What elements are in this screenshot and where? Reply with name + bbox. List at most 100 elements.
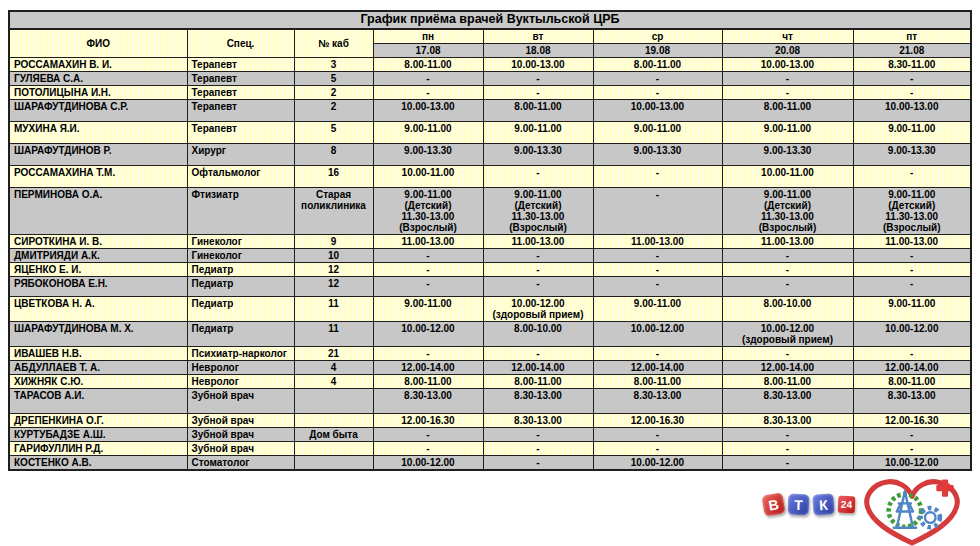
schedule-cell: 9.00-11.00 [853,121,971,143]
doctor-specialty: Стоматолог [187,455,294,470]
vtk24-logo: В Т К 24 [763,494,855,515]
schedule-cell: - [593,248,722,262]
schedule-cell: 12.00-14.00 [373,360,483,374]
room-number: 12 [294,262,373,276]
doctor-name: ЦВЕТКОВА Н. А. [9,296,187,321]
schedule-cell: 8.00-11.00 [722,374,853,388]
schedule-cell: 9.00-11.00 (Детский) 11.30-13.00 (Взросл… [373,187,483,234]
gear-icon [921,508,940,527]
schedule-cell: - [483,85,593,99]
schedule-cell: 10.00-13.00 [483,57,593,71]
schedule-cell: - [722,427,853,441]
room-number: 2 [294,85,373,99]
vtk-letter-tile: К [812,493,834,515]
column-header-wed: ср [593,29,722,44]
doctor-specialty: Фтизиатр [187,187,294,234]
schedule-cell: 10.00-12.00 [593,321,722,346]
doctor-name: ШАРАФУТДИНОВ Р. [9,143,187,165]
schedule-cell: - [483,71,593,85]
schedule-cell: 8.00-11.00 [722,99,853,121]
table-row: АБДУЛЛАЕВ Т. А.Невролог412.00-14.0012.00… [9,360,971,374]
doctors-schedule-table: График приёма врачей Вуктыльской ЦРБ ФИО… [8,10,972,471]
room-number [294,455,373,470]
doctor-specialty: Гинеколог [187,248,294,262]
schedule-cell: 9.00-11.00 (Детский) 11.30-13.00 (Взросл… [853,187,971,234]
room-number: Старая поликлиника [294,187,373,234]
table-row: РОССАМАХИНА Т.М.Офтальмолог1610.00-11.00… [9,165,971,187]
schedule-cell: 8.00-10.00 [722,296,853,321]
vtk-letter-tile: В [761,492,785,516]
schedule-cell: - [853,441,971,455]
schedule-cell: 8.00-11.00 [593,374,722,388]
schedule-cell: 9.00-11.00 [853,296,971,321]
room-number: 9 [294,234,373,248]
schedule-cell: - [483,262,593,276]
schedule-cell: 8.00-11.00 [853,374,971,388]
schedule-cell: 10.00-11.00 [373,165,483,187]
room-number [294,388,373,413]
doctor-specialty: Зубной врач [187,413,294,427]
room-number: 2 [294,99,373,121]
doctor-specialty: Терапевт [187,99,294,121]
schedule-cell: - [483,427,593,441]
schedule-cell: 10.00-12.00 [853,455,971,470]
schedule-cell: 9.00-11.00 [722,121,853,143]
header-row-days: ФИО Спец. № каб пн вт ср чт пт [9,29,971,44]
room-number: Дом быта [294,427,373,441]
schedule-cell: 10.00-12.00 (здоровый прием) [722,321,853,346]
room-number [294,441,373,455]
room-number [294,413,373,427]
schedule-cell: - [483,165,593,187]
doctor-specialty: Невролог [187,374,294,388]
schedule-cell: 11.00-13.00 [373,234,483,248]
doctor-name: ГУЛЯЕВА С.А. [9,71,187,85]
schedule-cell: 12.00-14.00 [722,360,853,374]
schedule-cell: 8.30-13.00 [853,388,971,413]
room-number: 11 [294,321,373,346]
vtk-24-badge: 24 [838,496,856,514]
schedule-cell: - [373,262,483,276]
column-header-thu: чт [722,29,853,44]
doctor-name: ТАРАСОВ А.И. [9,388,187,413]
doctor-name: ХИЖНЯК С.Ю. [9,374,187,388]
schedule-cell: - [853,85,971,99]
doctor-specialty: Хирург [187,143,294,165]
schedule-cell: 9.00-11.00 (Детский) 11.30-13.00 (Взросл… [483,187,593,234]
doctor-name: ЯЦЕНКО Е. И. [9,262,187,276]
table-row: ХИЖНЯК С.Ю.Невролог48.00-11.008.00-11.00… [9,374,971,388]
schedule-cell: 9.00-11.00 [593,296,722,321]
room-number: 3 [294,57,373,71]
schedule-cell: 8.00-11.00 [483,99,593,121]
schedule-cell: - [373,248,483,262]
schedule-cell: 10.00-11.00 [722,165,853,187]
schedule-cell: 9.00-13.30 [722,143,853,165]
vtk-letter-tile: Т [788,494,810,516]
schedule-cell: 10.00-12.00 [853,321,971,346]
doctor-specialty: Невролог [187,360,294,374]
doctor-name: ДМИТРИЯДИ А.К. [9,248,187,262]
schedule-cell: 10.00-12.00 [593,455,722,470]
schedule-cell: - [722,262,853,276]
schedule-cell: 9.00-13.30 [853,143,971,165]
doctor-name: ШАРАФУТДИНОВА М. Х. [9,321,187,346]
table-row: ДМИТРИЯДИ А.К.Гинеколог10----- [9,248,971,262]
table-row: ШАРАФУТДИНОВА М. Х.Педиатр1110.00-12.008… [9,321,971,346]
room-number: 16 [294,165,373,187]
schedule-cell: 8.00-11.00 [593,57,722,71]
room-number: 5 [294,121,373,143]
schedule-cell: 8.30-13.00 [373,388,483,413]
table-row: ГУЛЯЕВА С.А.Терапевт5----- [9,71,971,85]
schedule-cell: - [593,85,722,99]
schedule-cell: 10.00-13.00 [373,99,483,121]
doctor-specialty: Педиатр [187,262,294,276]
table-row: КУРТУБАДЗЕ А.Ш.Зубной врачДом быта----- [9,427,971,441]
schedule-cell: 9.00-11.00 [483,121,593,143]
schedule-cell: 10.00-13.00 [722,57,853,71]
table-row: ДРЕПЕНКИНА О.Г.Зубной врач12.00-16.308.3… [9,413,971,427]
table-row: СИРОТКИНА И. В.Гинеколог911.00-13.0011.0… [9,234,971,248]
column-header-tue: вт [483,29,593,44]
table-row: ЦВЕТКОВА Н. А.Педиатр119.00-11.0010.00-1… [9,296,971,321]
schedule-cell: - [853,276,971,296]
schedule-cell: - [593,262,722,276]
schedule-body: РОССАМАХИН В. И.Терапевт38.00-11.0010.00… [9,57,971,470]
